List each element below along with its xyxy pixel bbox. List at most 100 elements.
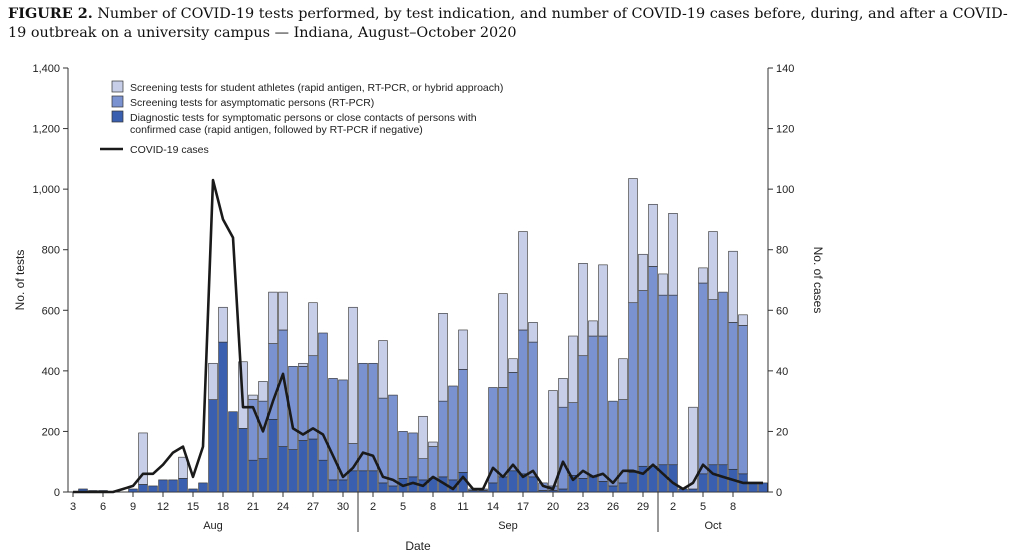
- bar-segment-diagnostic: [288, 449, 298, 493]
- bar-segment-athletes: [178, 456, 188, 479]
- bar-segment-athletes: [208, 362, 218, 400]
- bar-segment-athletes: [248, 394, 258, 400]
- bar-segment-asymptomatic: [728, 322, 738, 470]
- bar-segment-athletes: [138, 432, 148, 485]
- bar-segment-asymptomatic: [388, 394, 398, 487]
- x-tick-label: 6: [100, 501, 106, 513]
- bar-segment-diagnostic: [508, 470, 518, 493]
- bar-segment-diagnostic: [558, 488, 568, 493]
- bar-segment-asymptomatic: [698, 282, 708, 475]
- bar-segment-diagnostic: [648, 465, 658, 493]
- legend-athletes-swatch: [111, 80, 124, 93]
- bar-segment-asymptomatic: [368, 362, 378, 472]
- y2-tick-label: 120: [776, 124, 794, 136]
- x-tick-label: 18: [217, 501, 229, 513]
- bar-segment-diagnostic: [368, 470, 378, 493]
- bar-segment-athletes: [558, 378, 568, 408]
- bar-segment-athletes: [698, 267, 708, 284]
- bar-segment-diagnostic: [608, 485, 618, 493]
- bar-segment-diagnostic: [698, 473, 708, 493]
- x-tick-label: 15: [187, 501, 199, 513]
- bar-segment-diagnostic: [658, 464, 668, 493]
- bar-segment-asymptomatic: [308, 355, 318, 440]
- bar-segment-diagnostic: [268, 419, 278, 493]
- bar-segment-asymptomatic: [628, 302, 638, 473]
- bar-segment-asymptomatic: [358, 362, 368, 472]
- bar-segment-diagnostic: [278, 446, 288, 493]
- bar-segment-athletes: [568, 335, 578, 403]
- bar-segment-asymptomatic: [658, 294, 668, 466]
- bar-segment-athletes: [618, 358, 628, 400]
- bar-segment-athletes: [258, 381, 268, 402]
- bar-segment-asymptomatic: [598, 335, 608, 482]
- bar-segment-asymptomatic: [558, 406, 568, 490]
- bar-segment-asymptomatic: [438, 400, 448, 478]
- bar-segment-athletes: [588, 320, 598, 337]
- bar-segment-diagnostic: [318, 459, 328, 493]
- y-tick-label: 200: [42, 426, 60, 438]
- bar-segment-asymptomatic: [668, 294, 678, 466]
- bar-segment-athletes: [438, 313, 448, 402]
- bar-segment-athletes: [728, 250, 738, 323]
- x-tick-label: 8: [730, 501, 736, 513]
- figure-title-text: Number of COVID-19 tests performed, by t…: [8, 6, 1008, 41]
- x-tick-label: 2: [670, 501, 676, 513]
- bar-segment-diagnostic: [158, 479, 168, 493]
- legend-cases-label: COVID-19 cases: [130, 144, 209, 156]
- bar-segment-asymptomatic: [638, 290, 648, 467]
- y-tick-label: 400: [42, 366, 60, 378]
- bar-segment-asymptomatic: [328, 378, 338, 481]
- bar-segment-athletes: [308, 302, 318, 357]
- y2-tick-label: 60: [776, 305, 788, 317]
- bar-segment-diagnostic: [348, 470, 358, 493]
- bar-segment-diagnostic: [238, 428, 248, 493]
- bar-segment-athletes: [518, 231, 528, 331]
- bar-segment-diagnostic: [198, 482, 208, 493]
- y-tick-label: 1,000: [32, 184, 60, 196]
- bar-segment-athletes: [708, 231, 718, 300]
- bar-segment-athletes: [738, 314, 748, 326]
- bar-segment-diagnostic: [148, 485, 158, 493]
- legend-diagnostic-label: Diagnostic tests for symptomatic persons…: [130, 112, 477, 124]
- bar-segment-diagnostic: [208, 399, 218, 493]
- bar-segment-diagnostic: [358, 470, 368, 493]
- bar-segment-asymptomatic: [648, 266, 658, 467]
- bar-segment-athletes: [658, 273, 668, 296]
- bar-segment-athletes: [548, 390, 558, 487]
- bar-segment-athletes: [268, 291, 278, 344]
- bar-segment-asymptomatic: [488, 387, 498, 484]
- bar-segment-asymptomatic: [448, 385, 458, 481]
- bar-segment-asymptomatic: [518, 329, 528, 475]
- bar-segment-diagnostic: [598, 481, 608, 493]
- bar-segment-asymptomatic: [528, 341, 538, 478]
- bar-segment-asymptomatic: [738, 325, 748, 475]
- bar-segment-asymptomatic: [718, 291, 728, 466]
- bar-segment-asymptomatic: [708, 299, 718, 466]
- x-tick-label: 26: [607, 501, 619, 513]
- bar-segment-athletes: [348, 306, 358, 444]
- covid-cases-line: [73, 178, 763, 494]
- bar-segment-diagnostic: [138, 484, 148, 493]
- bar-segment-athletes: [648, 203, 658, 267]
- x-tick-label: 5: [700, 501, 706, 513]
- x-tick-label: 11: [457, 501, 468, 513]
- y-tick-label: 1,400: [32, 63, 60, 75]
- bar-segment-athletes: [598, 264, 608, 337]
- bar-segment-athletes: [278, 291, 288, 331]
- x-tick-label: 21: [247, 501, 259, 513]
- y2-tick-label: 40: [776, 366, 788, 378]
- bar-segment-diagnostic: [578, 478, 588, 493]
- bar-segment-asymptomatic: [608, 400, 618, 487]
- bar-segment-diagnostic: [488, 482, 498, 493]
- month-label: Sep: [498, 520, 518, 532]
- bar-segment-diagnostic: [308, 438, 318, 493]
- bar-segment-asymptomatic: [338, 379, 348, 481]
- x-tick-label: 9: [130, 501, 136, 513]
- bar-segment-athletes: [458, 329, 468, 370]
- y-axis-title: No. of tests: [13, 250, 27, 311]
- bar-segment-diagnostic: [248, 459, 258, 493]
- x-tick-label: 23: [577, 501, 589, 513]
- bar-segment-diagnostic: [388, 485, 398, 493]
- bar-segment-asymptomatic: [408, 432, 418, 478]
